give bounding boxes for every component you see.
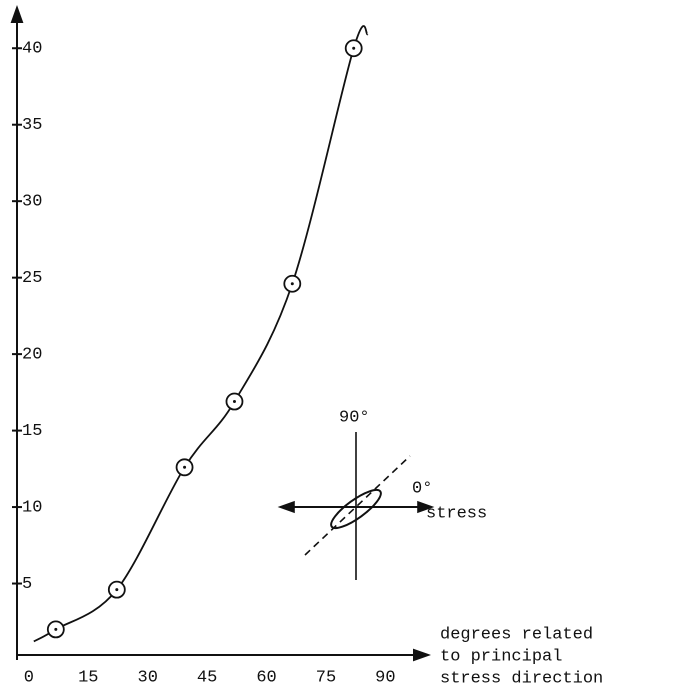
point-dot	[115, 588, 118, 591]
fit-curve	[34, 26, 368, 641]
y-tick-label: 40	[22, 40, 42, 59]
x-tick-label: 30	[138, 668, 158, 687]
x-tick-label: 60	[256, 668, 276, 687]
point-dot	[291, 282, 294, 285]
point-dot	[352, 47, 355, 50]
x-tick-label: 45	[197, 668, 217, 687]
y-tick-label: 10	[22, 499, 42, 518]
x-tick-label: 15	[78, 668, 98, 687]
x-tick-label: 75	[316, 668, 336, 687]
inset-90-label: 90°	[339, 408, 370, 427]
inset-0-label: 0°	[412, 479, 432, 498]
point-dot	[233, 400, 236, 403]
point-dot	[183, 466, 186, 469]
axes	[12, 8, 428, 660]
y-tick-label: 25	[22, 269, 42, 288]
chart: 90° 0° stress degrees related to princip…	[0, 0, 675, 691]
inset-dashed	[305, 456, 410, 555]
point-dot	[54, 628, 57, 631]
x-axis-label: stress direction	[440, 669, 603, 688]
x-axis-label: to principal	[440, 647, 562, 666]
y-tick-label: 5	[22, 575, 32, 594]
y-tick-label: 20	[22, 346, 42, 365]
x-tick-label: 0	[24, 668, 34, 687]
y-tick-label: 15	[22, 422, 42, 441]
y-tick-label: 30	[22, 193, 42, 212]
inset-stress-label: stress	[426, 504, 487, 523]
inset-arrow-left	[280, 502, 294, 512]
inset-diagram	[280, 432, 432, 580]
y-axis-arrow	[12, 8, 22, 22]
y-tick-label: 35	[22, 116, 42, 135]
x-tick-label: 90	[375, 668, 395, 687]
x-axis-arrow	[414, 650, 428, 660]
x-axis-label: degrees related	[440, 625, 593, 644]
